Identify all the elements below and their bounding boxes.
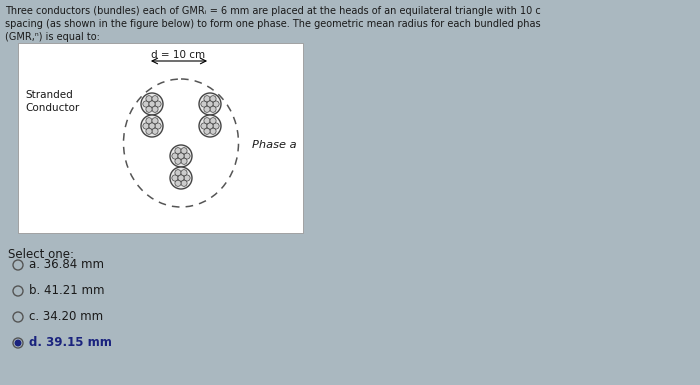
Circle shape: [172, 153, 178, 159]
Circle shape: [184, 175, 190, 181]
FancyBboxPatch shape: [18, 43, 303, 233]
Circle shape: [181, 170, 187, 176]
Circle shape: [210, 128, 216, 134]
Circle shape: [210, 118, 216, 124]
Circle shape: [143, 123, 149, 129]
Circle shape: [210, 96, 216, 102]
Circle shape: [15, 340, 21, 346]
Text: b. 41.21 mm: b. 41.21 mm: [29, 285, 104, 298]
Circle shape: [175, 170, 181, 176]
Circle shape: [175, 180, 181, 186]
Circle shape: [152, 118, 158, 124]
Circle shape: [152, 96, 158, 102]
Text: Three conductors (bundles) each of GMRᵢ = 6 mm are placed at the heads of an equ: Three conductors (bundles) each of GMRᵢ …: [5, 6, 540, 16]
Text: a. 36.84 mm: a. 36.84 mm: [29, 258, 104, 271]
Circle shape: [181, 148, 187, 154]
Text: spacing (as shown in the figure below) to form one phase. The geometric mean rad: spacing (as shown in the figure below) t…: [5, 19, 540, 29]
Circle shape: [143, 101, 149, 107]
Circle shape: [210, 106, 216, 112]
Circle shape: [178, 153, 184, 159]
Text: Phase a: Phase a: [252, 140, 297, 150]
Circle shape: [204, 128, 210, 134]
Circle shape: [170, 145, 192, 167]
Circle shape: [149, 123, 155, 129]
Circle shape: [175, 148, 181, 154]
Circle shape: [181, 158, 187, 164]
Circle shape: [199, 93, 221, 115]
Circle shape: [207, 101, 213, 107]
Circle shape: [141, 93, 163, 115]
Circle shape: [152, 128, 158, 134]
Circle shape: [181, 180, 187, 186]
Text: d = 10 cm: d = 10 cm: [151, 50, 205, 60]
Circle shape: [207, 123, 213, 129]
Circle shape: [178, 175, 184, 181]
Circle shape: [152, 106, 158, 112]
Circle shape: [149, 101, 155, 107]
Circle shape: [204, 96, 210, 102]
Text: c. 34.20 mm: c. 34.20 mm: [29, 310, 103, 323]
Circle shape: [155, 101, 161, 107]
Circle shape: [204, 118, 210, 124]
Circle shape: [201, 101, 207, 107]
Text: Select one:: Select one:: [8, 248, 74, 261]
Circle shape: [146, 118, 152, 124]
Circle shape: [172, 175, 178, 181]
Circle shape: [213, 101, 219, 107]
Circle shape: [146, 128, 152, 134]
Circle shape: [204, 106, 210, 112]
Circle shape: [146, 96, 152, 102]
Circle shape: [184, 153, 190, 159]
Circle shape: [175, 158, 181, 164]
Text: Stranded
Conductor: Stranded Conductor: [25, 90, 79, 113]
Circle shape: [170, 167, 192, 189]
Circle shape: [146, 106, 152, 112]
Circle shape: [213, 123, 219, 129]
Circle shape: [141, 115, 163, 137]
Circle shape: [155, 123, 161, 129]
Text: d. 39.15 mm: d. 39.15 mm: [29, 336, 112, 350]
Text: (GMR,ⁿ) is equal to:: (GMR,ⁿ) is equal to:: [5, 32, 100, 42]
Circle shape: [199, 115, 221, 137]
Circle shape: [201, 123, 207, 129]
